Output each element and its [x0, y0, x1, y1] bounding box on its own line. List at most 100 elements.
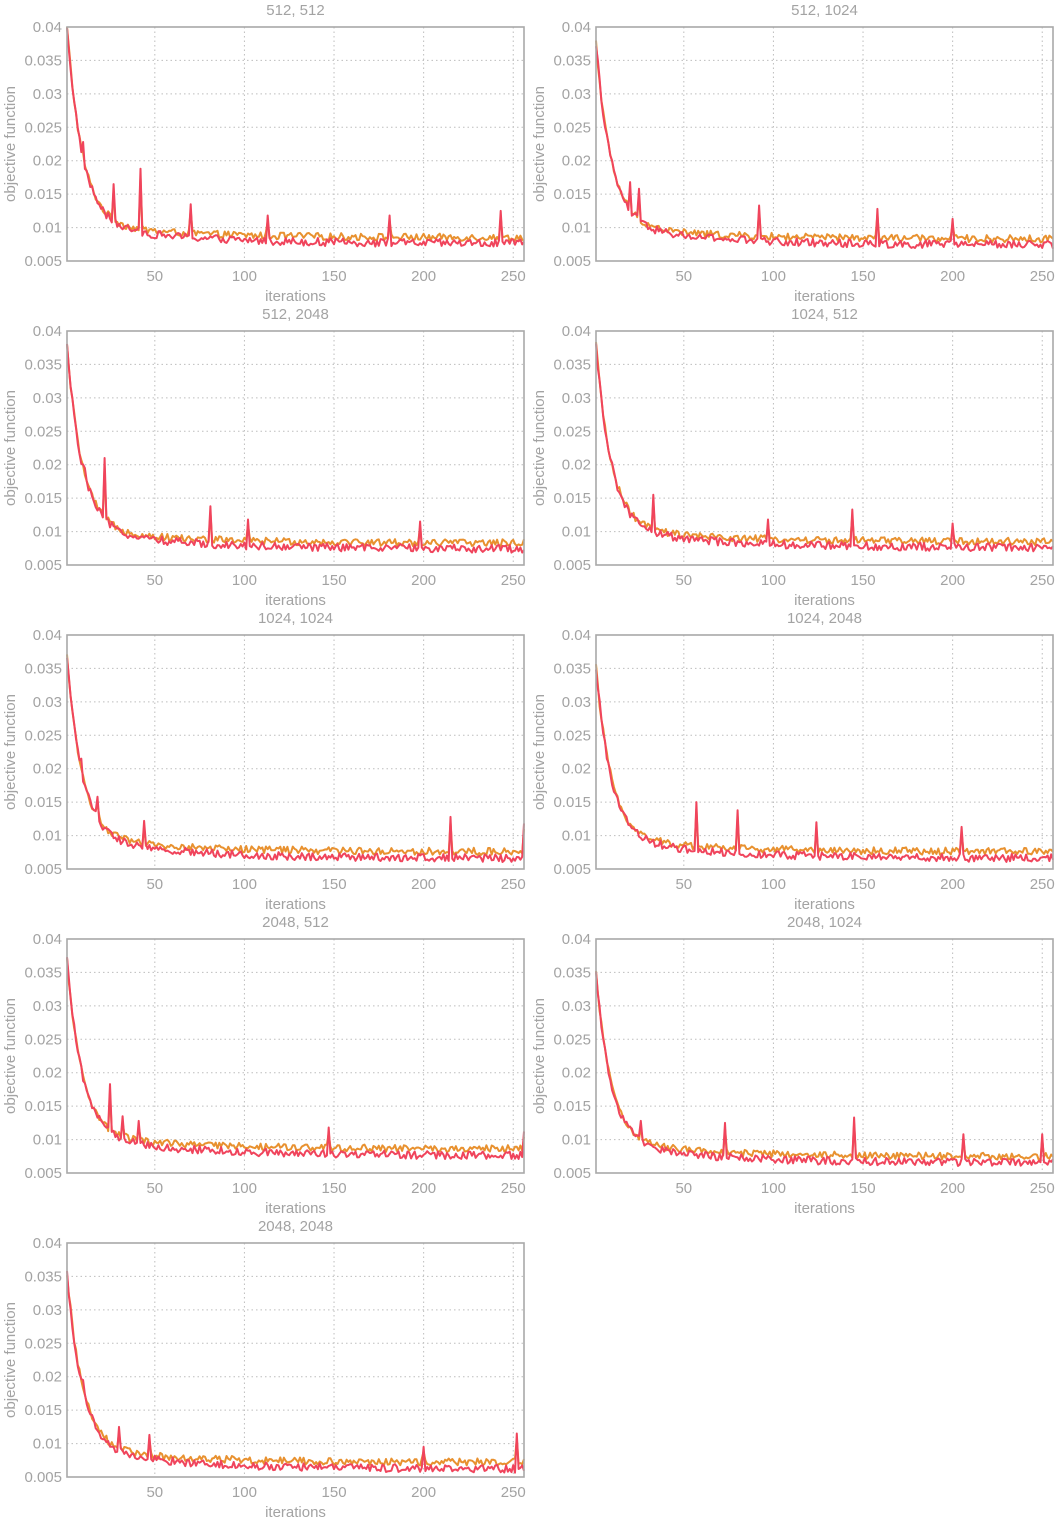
x-tick-label: 150 [851, 876, 876, 893]
y-tick-label: 0.015 [553, 490, 591, 507]
y-tick-label: 0.015 [24, 490, 62, 507]
x-tick-label: 200 [940, 572, 965, 589]
y-tick-label: 0.03 [33, 694, 62, 711]
x-tick-label: 50 [146, 1180, 163, 1197]
y-tick-label: 0.02 [562, 457, 591, 474]
x-tick-label: 200 [940, 268, 965, 285]
plot-frame [66, 1242, 525, 1478]
y-axis-label: objective function [531, 998, 548, 1114]
plot-frame [595, 26, 1054, 262]
y-tick-label: 0.01 [33, 524, 62, 541]
plot-frame [66, 26, 525, 262]
y-tick-label: 0.02 [33, 457, 62, 474]
x-tick-label: 250 [1030, 268, 1055, 285]
y-tick-label: 0.015 [553, 186, 591, 203]
y-tick-label: 0.01 [33, 828, 62, 845]
x-axis-label: iterations [794, 592, 855, 609]
x-axis-label: iterations [265, 592, 326, 609]
x-axis-label: iterations [265, 288, 326, 305]
y-tick-label: 0.01 [562, 524, 591, 541]
y-tick-label: 0.005 [24, 1469, 62, 1486]
y-tick-label: 0.015 [24, 794, 62, 811]
series-line-red [66, 27, 525, 248]
y-tick-label: 0.03 [33, 390, 62, 407]
x-tick-label: 100 [761, 876, 786, 893]
y-tick-label: 0.035 [553, 52, 591, 69]
series-line-red [66, 957, 525, 1160]
x-tick-label: 200 [411, 876, 436, 893]
x-tick-label: 250 [501, 1180, 526, 1197]
y-tick-label: 0.035 [553, 660, 591, 677]
y-tick-label: 0.01 [562, 220, 591, 237]
x-axis-label: iterations [794, 896, 855, 913]
x-tick-label: 100 [232, 268, 257, 285]
plot-frame [595, 938, 1054, 1174]
y-axis-label: objective function [531, 694, 548, 810]
x-tick-label: 100 [232, 572, 257, 589]
y-axis-label: objective function [2, 1302, 19, 1418]
y-tick-label: 0.005 [553, 253, 591, 270]
y-tick-label: 0.035 [553, 964, 591, 981]
y-tick-label: 0.025 [24, 119, 62, 136]
x-tick-label: 150 [851, 572, 876, 589]
panel-8: 2048, 1024 50 100 150 200 250 0.005 0.01 0.015 0.… [531, 914, 1055, 1217]
y-tick-label: 0.01 [33, 1436, 62, 1453]
plot-frame [66, 330, 525, 566]
y-tick-label: 0.035 [553, 356, 591, 373]
plot-frame [66, 938, 525, 1174]
x-tick-label: 250 [501, 268, 526, 285]
y-tick-label: 0.04 [33, 627, 62, 644]
panel-7: 2048, 512 50 100 150 200 250 0.005 0.01 0.015 0.0… [2, 914, 526, 1217]
y-tick-label: 0.02 [562, 1065, 591, 1082]
y-tick-label: 0.01 [562, 1132, 591, 1149]
y-axis-label: objective function [2, 390, 19, 506]
y-tick-label: 0.005 [24, 557, 62, 574]
y-tick-label: 0.035 [24, 52, 62, 69]
y-tick-label: 0.03 [562, 694, 591, 711]
y-axis-label: objective function [2, 694, 19, 810]
x-tick-label: 200 [411, 1484, 436, 1501]
panel-2: 512, 1024 50 100 150 200 250 0.005 0.01 0.015 0.0… [531, 2, 1055, 305]
x-tick-label: 100 [761, 268, 786, 285]
series-line-orange [66, 654, 525, 856]
y-axis-label: objective function [2, 86, 19, 202]
y-tick-label: 0.03 [33, 1302, 62, 1319]
panel-title: 2048, 2048 [258, 1218, 333, 1235]
x-tick-label: 150 [322, 268, 347, 285]
y-tick-label: 0.005 [24, 253, 62, 270]
x-tick-label: 50 [675, 268, 692, 285]
y-tick-label: 0.02 [562, 153, 591, 170]
x-tick-label: 150 [851, 1180, 876, 1197]
series-line-orange [595, 341, 1054, 546]
plot-frame [595, 330, 1054, 566]
y-tick-label: 0.01 [33, 1132, 62, 1149]
y-tick-label: 0.035 [24, 356, 62, 373]
y-tick-label: 0.025 [24, 423, 62, 440]
panel-title: 512, 512 [266, 2, 324, 19]
y-tick-label: 0.015 [24, 1098, 62, 1115]
x-tick-label: 50 [675, 876, 692, 893]
x-axis-label: iterations [265, 896, 326, 913]
y-axis-label: objective function [531, 390, 548, 506]
y-tick-label: 0.005 [553, 1165, 591, 1182]
series-line-orange [66, 1275, 525, 1467]
y-tick-label: 0.03 [562, 998, 591, 1015]
y-tick-label: 0.04 [33, 1235, 62, 1252]
x-tick-label: 150 [322, 876, 347, 893]
y-tick-label: 0.03 [33, 86, 62, 103]
x-tick-label: 200 [940, 876, 965, 893]
series-line-orange [595, 664, 1054, 856]
x-tick-label: 150 [322, 572, 347, 589]
y-tick-label: 0.03 [562, 86, 591, 103]
series-line-red [66, 657, 525, 863]
y-tick-label: 0.005 [24, 1165, 62, 1182]
panel-5: 1024, 1024 50 100 150 200 250 0.005 0.01 0.015 0.… [2, 610, 526, 913]
y-axis-label: objective function [531, 86, 548, 202]
series-line-red [595, 972, 1054, 1167]
y-tick-label: 0.035 [24, 660, 62, 677]
y-tick-label: 0.04 [562, 627, 591, 644]
y-tick-label: 0.02 [33, 1065, 62, 1082]
x-axis-label: iterations [794, 1200, 855, 1217]
y-tick-label: 0.04 [33, 19, 62, 36]
